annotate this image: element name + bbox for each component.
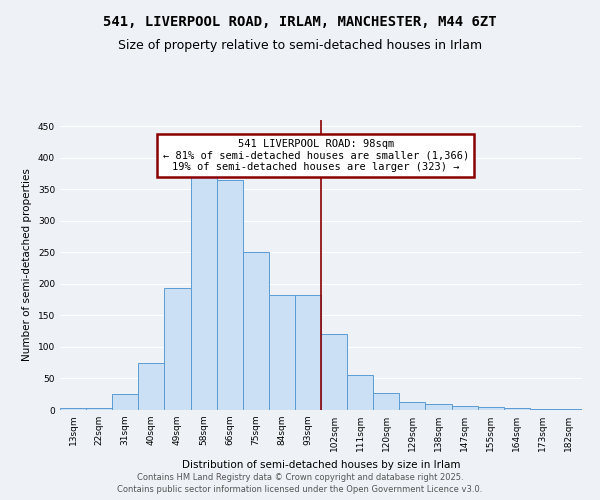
Bar [347, 376, 373, 410]
X-axis label: Distribution of semi-detached houses by size in Irlam: Distribution of semi-detached houses by … [182, 460, 460, 469]
Bar [164, 288, 191, 410]
Bar [86, 408, 112, 410]
Bar [217, 180, 243, 410]
Bar [139, 362, 164, 410]
Bar [60, 408, 86, 410]
Bar [269, 294, 295, 410]
Bar [452, 406, 478, 410]
Bar [321, 334, 347, 410]
Text: Contains HM Land Registry data © Crown copyright and database right 2025.: Contains HM Land Registry data © Crown c… [137, 472, 463, 482]
Text: 541, LIVERPOOL ROAD, IRLAM, MANCHESTER, M44 6ZT: 541, LIVERPOOL ROAD, IRLAM, MANCHESTER, … [103, 15, 497, 29]
Bar [400, 402, 425, 410]
Bar [478, 408, 504, 410]
Text: Size of property relative to semi-detached houses in Irlam: Size of property relative to semi-detach… [118, 39, 482, 52]
Bar [425, 404, 452, 410]
Bar [504, 408, 530, 410]
Bar [242, 252, 269, 410]
Bar [191, 176, 217, 410]
Text: Contains public sector information licensed under the Open Government Licence v3: Contains public sector information licen… [118, 485, 482, 494]
Bar [295, 294, 321, 410]
Bar [112, 394, 139, 410]
Text: 541 LIVERPOOL ROAD: 98sqm
← 81% of semi-detached houses are smaller (1,366)
19% : 541 LIVERPOOL ROAD: 98sqm ← 81% of semi-… [163, 139, 469, 172]
Y-axis label: Number of semi-detached properties: Number of semi-detached properties [22, 168, 32, 362]
Bar [373, 393, 400, 410]
